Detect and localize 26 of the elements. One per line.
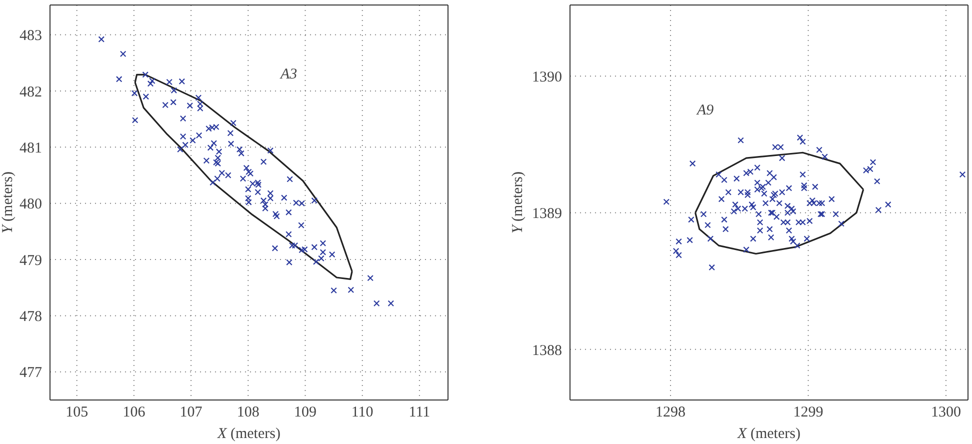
x-tick-label: 109 — [294, 404, 316, 421]
x-tick-label: 107 — [180, 404, 203, 421]
y-tick-label: 483 — [20, 28, 42, 44]
x-tick-label: 108 — [236, 404, 260, 421]
y-axis-title: Y (meters) — [510, 171, 526, 234]
x-tick-label: 1298 — [656, 404, 686, 421]
y-tick-label: 480 — [20, 196, 42, 213]
annotation: A9 — [696, 102, 714, 120]
y-tick-label: 481 — [20, 140, 42, 156]
x-tick-label: 105 — [66, 404, 88, 421]
y-tick-label: 1388 — [532, 342, 562, 359]
y-axis-title: Y (meters) — [0, 171, 16, 234]
x-tick-label: 1299 — [793, 404, 824, 421]
y-tick-label: 482 — [20, 84, 42, 100]
x-tick-label: 110 — [351, 404, 374, 421]
annotation: A3 — [280, 66, 298, 84]
x-tick-label: 1300 — [930, 404, 961, 421]
y-tick-label: 477 — [20, 365, 42, 382]
x-axis-title: X (meters) — [216, 426, 280, 442]
x-tick-label: 111 — [408, 404, 430, 421]
x-axis-title: X (meters) — [736, 426, 800, 442]
y-tick-label: 1390 — [532, 69, 562, 86]
y-tick-label: 478 — [20, 309, 42, 326]
y-tick-label: 479 — [20, 252, 42, 269]
x-tick-label: 106 — [122, 404, 146, 421]
y-tick-label: 1389 — [532, 206, 562, 222]
